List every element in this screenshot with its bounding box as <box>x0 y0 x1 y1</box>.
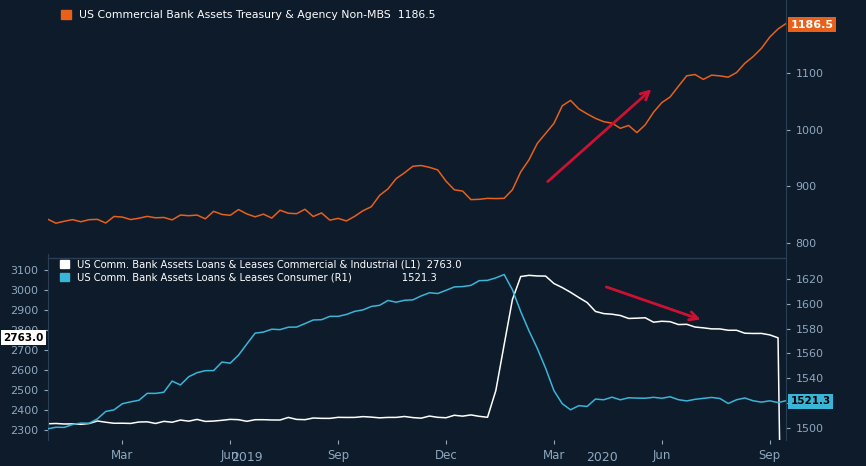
Legend: US Comm. Bank Assets Loans & Leases Commercial & Industrial (L1)  2763.0, US Com: US Comm. Bank Assets Loans & Leases Comm… <box>56 255 466 286</box>
Text: 2763.0: 2763.0 <box>3 333 43 343</box>
Text: 2019: 2019 <box>231 451 262 464</box>
Text: 1521.3: 1521.3 <box>791 397 830 406</box>
Legend: US Commercial Bank Assets Treasury & Agency Non-MBS  1186.5: US Commercial Bank Assets Treasury & Age… <box>57 6 440 24</box>
Text: 2020: 2020 <box>586 451 617 464</box>
Text: 1186.5: 1186.5 <box>791 20 833 29</box>
